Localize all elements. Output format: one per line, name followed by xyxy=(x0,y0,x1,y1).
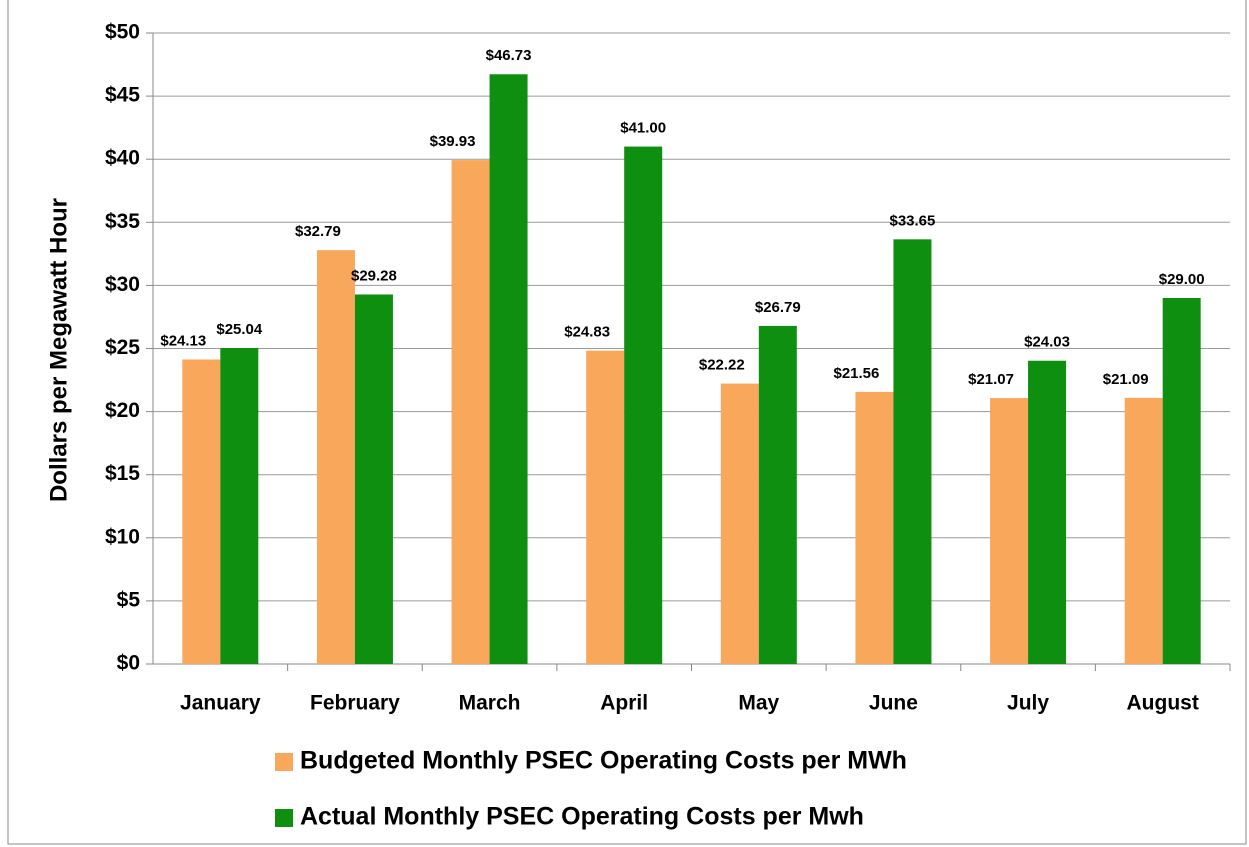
x-tick-label: January xyxy=(180,692,261,715)
bar xyxy=(451,160,490,664)
value-label: $24.83 xyxy=(564,324,610,341)
bar xyxy=(855,391,894,664)
bar xyxy=(489,74,528,665)
value-label: $25.04 xyxy=(216,321,263,338)
value-label: $46.73 xyxy=(486,47,532,64)
value-label: $29.00 xyxy=(1159,271,1205,288)
y-tick-label: $0 xyxy=(117,652,140,675)
bar xyxy=(220,347,259,664)
y-tick-label: $30 xyxy=(105,273,140,296)
y-axis-label: Dollars per Megawatt Hour xyxy=(45,198,72,502)
y-tick-label: $20 xyxy=(105,399,140,422)
y-tick-label: $25 xyxy=(105,336,140,359)
value-label: $26.79 xyxy=(755,299,801,316)
bar xyxy=(758,325,797,664)
y-tick-label: $50 xyxy=(105,21,140,44)
value-label: $21.56 xyxy=(833,365,879,382)
bar xyxy=(1028,360,1067,664)
value-label: $21.09 xyxy=(1103,371,1149,388)
x-tick-label: April xyxy=(600,692,648,715)
y-tick-label: $40 xyxy=(105,147,140,170)
value-label: $24.13 xyxy=(160,332,206,349)
bar xyxy=(624,146,663,664)
x-tick-label: March xyxy=(459,692,521,715)
y-tick-label: $5 xyxy=(117,588,141,611)
x-tick-label: February xyxy=(310,692,400,715)
value-label: $33.65 xyxy=(889,212,935,229)
x-tick-label: July xyxy=(1007,692,1049,715)
legend-label: Budgeted Monthly PSEC Operating Costs pe… xyxy=(300,747,907,775)
legend-swatch xyxy=(275,753,293,771)
y-tick-label: $10 xyxy=(105,525,140,548)
value-label: $22.22 xyxy=(699,357,745,374)
bar xyxy=(586,350,625,664)
y-tick-label: $45 xyxy=(105,84,140,107)
bar xyxy=(354,294,393,664)
legend-swatch xyxy=(275,809,293,827)
bar xyxy=(182,359,221,664)
value-label: $24.03 xyxy=(1024,334,1070,351)
bar xyxy=(893,239,932,664)
y-tick-label: $15 xyxy=(105,462,140,485)
bar xyxy=(720,383,759,664)
bar xyxy=(1162,298,1201,664)
bar xyxy=(990,398,1029,664)
value-label: $29.28 xyxy=(351,267,397,284)
bar xyxy=(316,250,355,665)
y-tick-label: $35 xyxy=(105,210,140,233)
value-label: $41.00 xyxy=(620,120,666,137)
legend-label: Actual Monthly PSEC Operating Costs per … xyxy=(300,803,864,831)
value-label: $39.93 xyxy=(430,133,476,150)
value-label: $32.79 xyxy=(295,223,341,240)
bar xyxy=(1124,397,1163,664)
value-label: $21.07 xyxy=(968,371,1014,388)
x-tick-label: May xyxy=(738,692,779,715)
x-tick-label: August xyxy=(1127,692,1199,715)
x-tick-label: June xyxy=(869,692,918,715)
chart-frame xyxy=(7,0,1247,845)
